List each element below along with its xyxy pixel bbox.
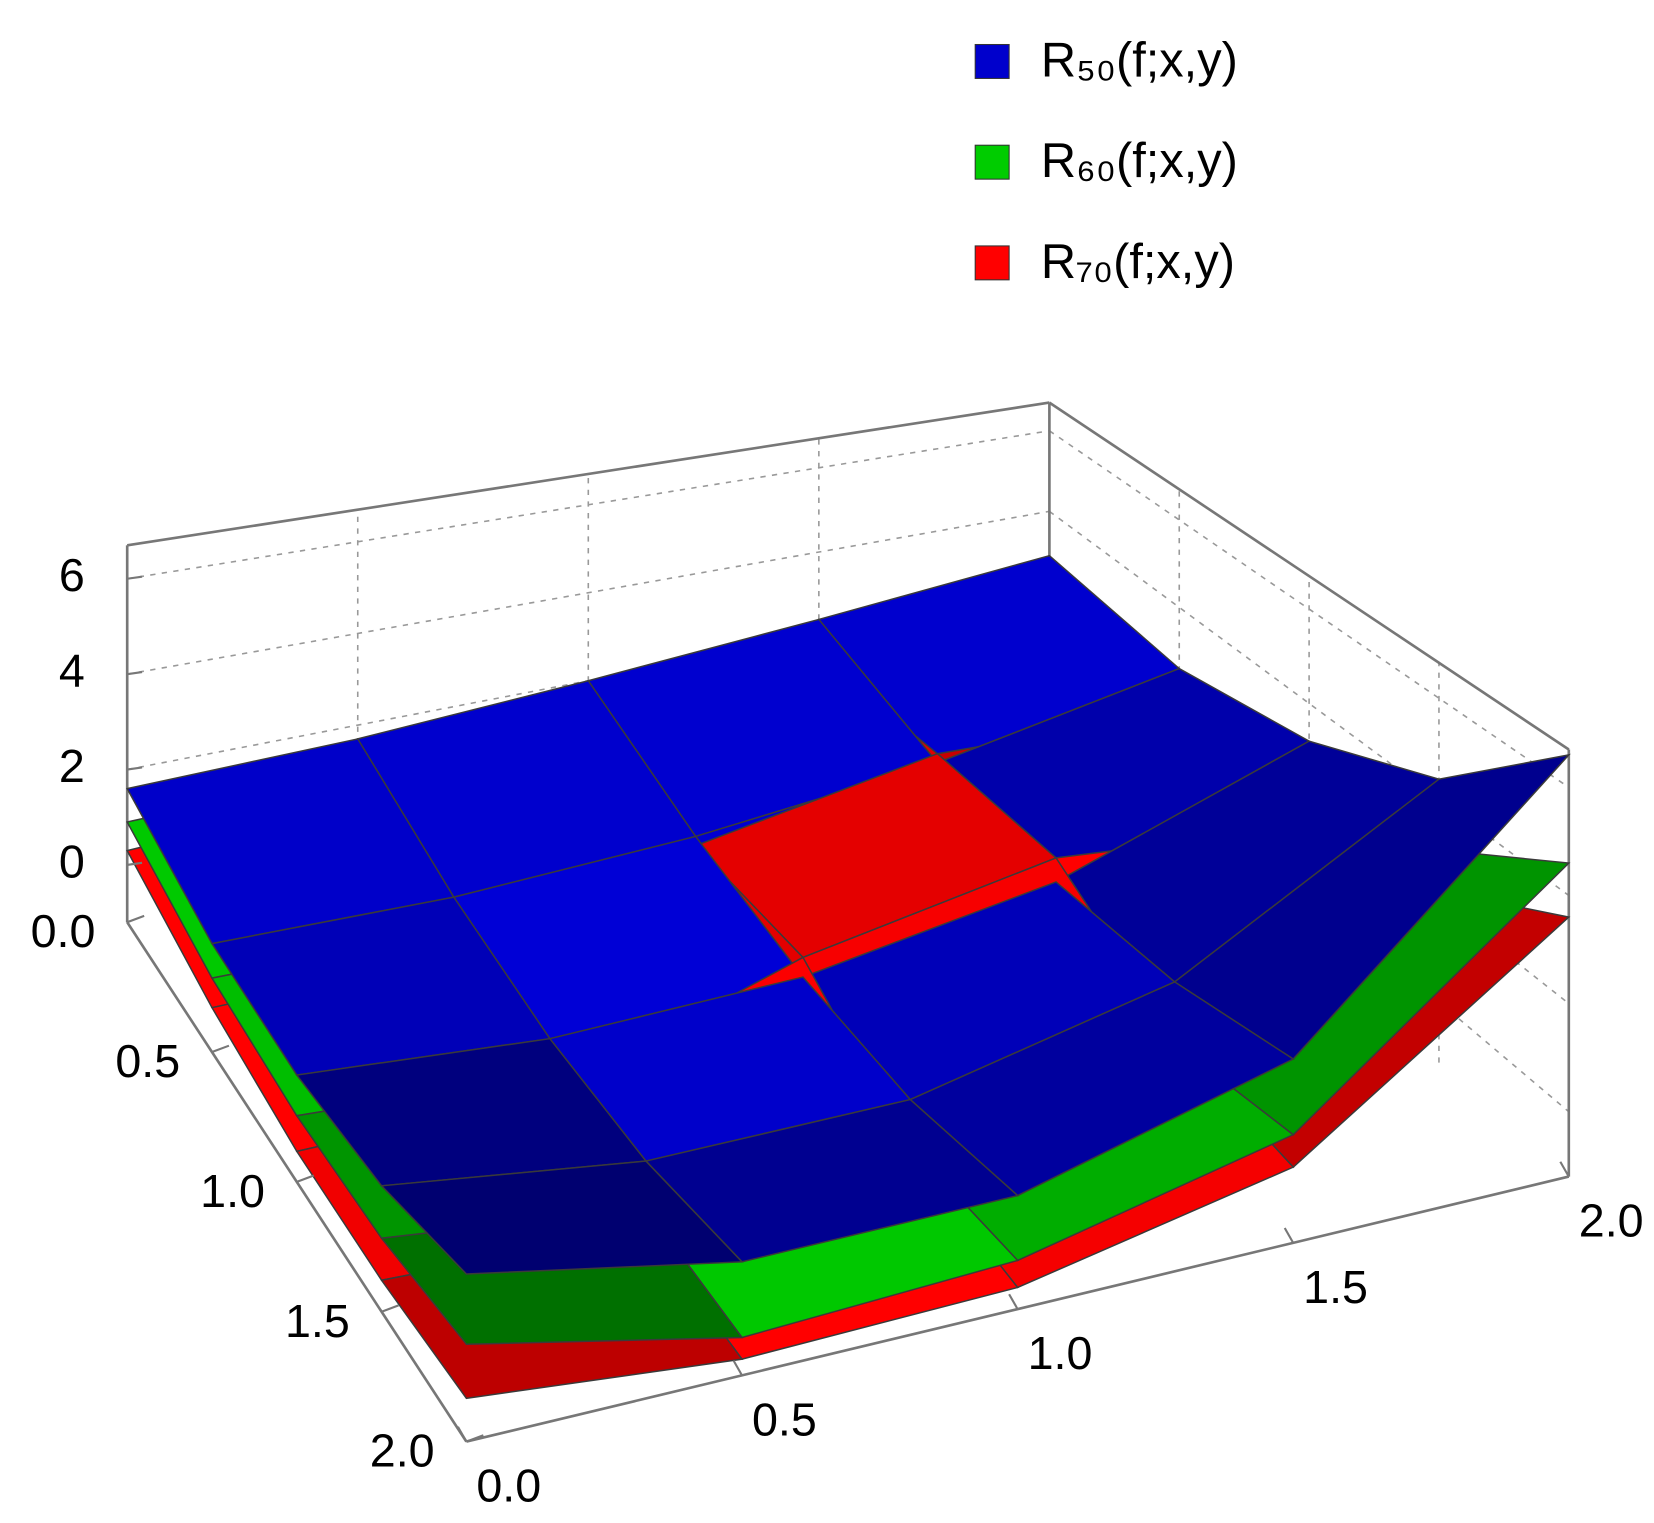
legend-swatch <box>974 43 1010 79</box>
box-edge <box>1048 401 1570 751</box>
z-tick-label: 6 <box>59 549 85 601</box>
plot-area: 0 2 4 6 0.0 0.5 1.0 1.5 2.0 0.0 0.5 1.0 1.5 2.0 R₅₀(f;… <box>31 33 1644 1511</box>
y-tick-label: 1.5 <box>285 1295 350 1347</box>
z-tick <box>127 861 143 867</box>
y-tick-label: 2.0 <box>370 1425 435 1477</box>
surface-patch <box>379 1160 744 1275</box>
legend-swatch <box>974 245 1010 281</box>
x-tick-label: 1.0 <box>1028 1327 1093 1379</box>
z-grid-line <box>127 510 1050 675</box>
y-tick-label: 0.5 <box>115 1035 180 1087</box>
y-tick <box>466 1434 484 1443</box>
legend-label: R₅₀(f;x,y) <box>1041 33 1238 87</box>
z-tick-label: 4 <box>59 644 85 696</box>
z-tick-label: 2 <box>59 740 85 792</box>
y-tick-label: 0.0 <box>31 905 96 957</box>
x-tick <box>456 1426 468 1443</box>
x-tick-label: 0.5 <box>752 1393 817 1445</box>
y-tick <box>381 1304 399 1313</box>
z-tick-label: 0 <box>59 835 85 887</box>
legend-label: R₇₀(f;x,y) <box>1041 235 1235 289</box>
box-edge <box>126 401 1050 547</box>
x-tick <box>1008 1293 1019 1310</box>
x-tick <box>732 1359 743 1376</box>
legend-swatch <box>974 144 1010 180</box>
x-tick-label: 0.0 <box>476 1460 541 1512</box>
y-tick <box>296 1174 315 1183</box>
legend-label: R₆₀(f;x,y) <box>1041 134 1238 188</box>
y-tick <box>211 1044 230 1054</box>
x-tick-label: 1.5 <box>1303 1261 1368 1313</box>
z-tick <box>127 766 143 771</box>
x-tick-label: 2.0 <box>1579 1195 1644 1247</box>
y-tick <box>126 914 145 924</box>
z-tick <box>127 575 143 580</box>
x-tick <box>1283 1227 1295 1244</box>
z-tick <box>127 670 143 676</box>
x-tick <box>1559 1161 1570 1178</box>
y-tick-label: 1.0 <box>200 1165 265 1217</box>
